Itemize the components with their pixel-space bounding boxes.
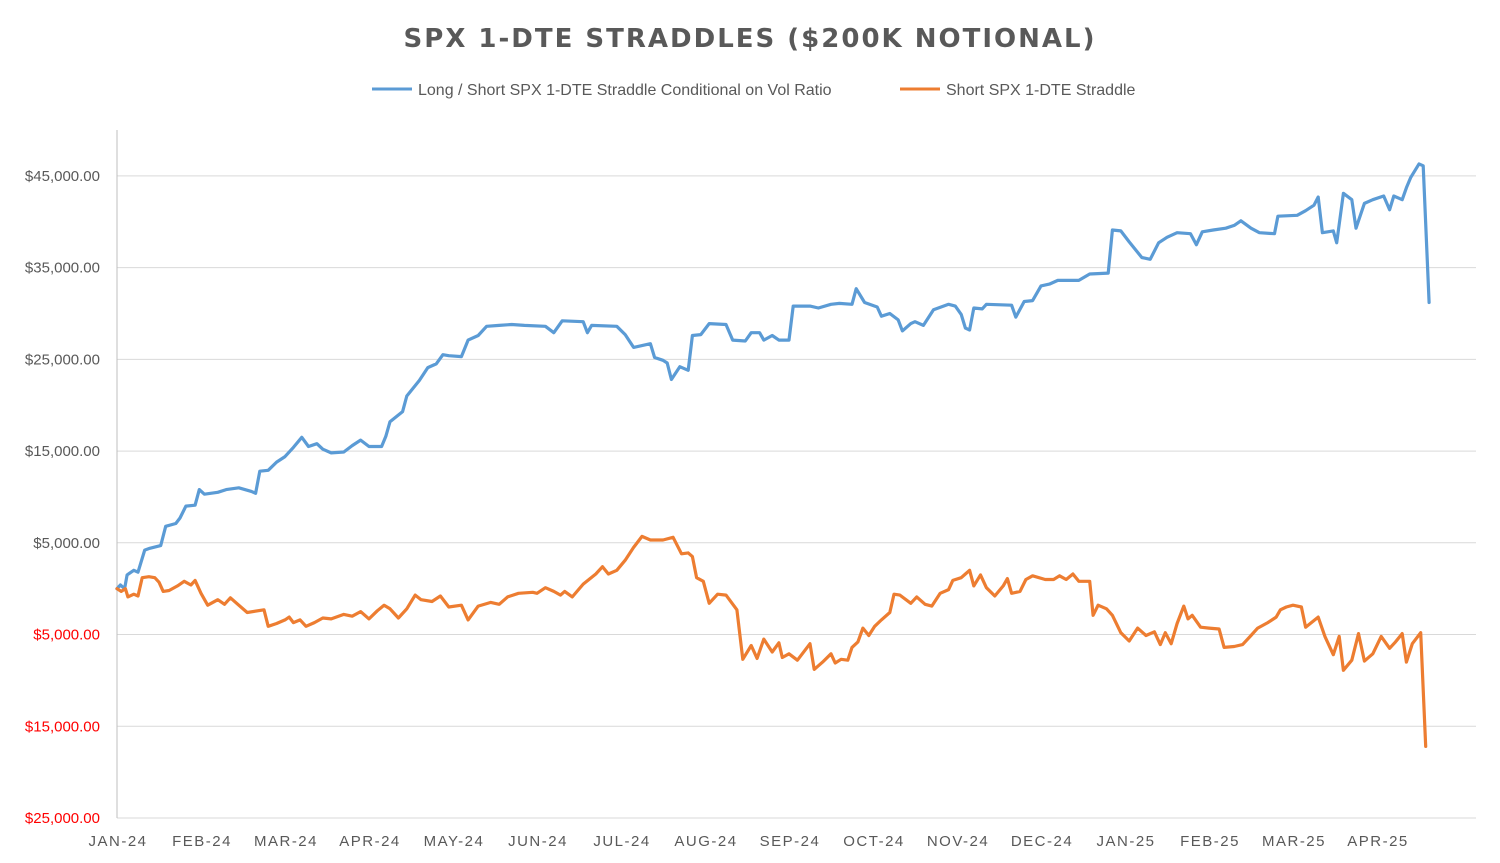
x-tick-label: MAR-24 bbox=[254, 833, 318, 850]
x-tick-label: JAN-25 bbox=[1096, 833, 1155, 850]
x-tick-label: MAY-24 bbox=[424, 833, 485, 850]
x-tick-label: JAN-24 bbox=[88, 833, 147, 850]
x-tick-label: FEB-24 bbox=[172, 833, 232, 850]
x-tick-label: APR-25 bbox=[1347, 833, 1409, 850]
x-tick-label: NOV-24 bbox=[927, 833, 989, 850]
y-tick-label: $35,000.00 bbox=[25, 260, 100, 277]
y-tick-label: $5,000.00 bbox=[33, 627, 100, 644]
x-tick-label: JUL-24 bbox=[593, 833, 650, 850]
x-tick-label: APR-24 bbox=[339, 833, 401, 850]
legend-label-short-straddle: Short SPX 1-DTE Straddle bbox=[946, 82, 1136, 99]
x-tick-label: OCT-24 bbox=[843, 833, 905, 850]
legend: Long / Short SPX 1-DTE Straddle Conditio… bbox=[372, 82, 1136, 99]
y-axis-ticks: $45,000.00 $35,000.00 $25,000.00 $15,000.00… bbox=[25, 168, 100, 827]
x-axis-ticks: JAN-24 FEB-24 MAR-24 APR-24 MAY-24 JUN-24 JUL-… bbox=[88, 833, 1409, 850]
x-tick-label: DEC-24 bbox=[1011, 833, 1073, 850]
y-tick-label: $5,000.00 bbox=[33, 535, 100, 552]
x-tick-label: SEP-24 bbox=[760, 833, 821, 850]
legend-item-short-straddle[interactable]: Short SPX 1-DTE Straddle bbox=[900, 82, 1136, 99]
x-tick-label: MAR-25 bbox=[1262, 833, 1326, 850]
legend-item-long-short[interactable]: Long / Short SPX 1-DTE Straddle Conditio… bbox=[372, 82, 832, 99]
y-tick-label: $15,000.00 bbox=[25, 718, 100, 735]
y-tick-label: $25,000.00 bbox=[25, 351, 100, 368]
series-line-short-straddle bbox=[115, 534, 1428, 748]
y-tick-label: $25,000.00 bbox=[25, 810, 100, 827]
x-tick-label: JUN-24 bbox=[508, 833, 568, 850]
y-tick-label: $15,000.00 bbox=[25, 443, 100, 460]
x-tick-label: AUG-24 bbox=[674, 833, 737, 850]
y-tick-label: $45,000.00 bbox=[25, 168, 100, 185]
x-tick-label: FEB-25 bbox=[1180, 833, 1240, 850]
gridlines bbox=[117, 175, 1476, 819]
chart-title: SPX 1-DTE STRADDLES ($200K NOTIONAL) bbox=[404, 24, 1097, 54]
series-line-long-short bbox=[115, 162, 1431, 591]
legend-label-long-short: Long / Short SPX 1-DTE Straddle Conditio… bbox=[418, 82, 832, 99]
series-lines bbox=[115, 162, 1431, 748]
